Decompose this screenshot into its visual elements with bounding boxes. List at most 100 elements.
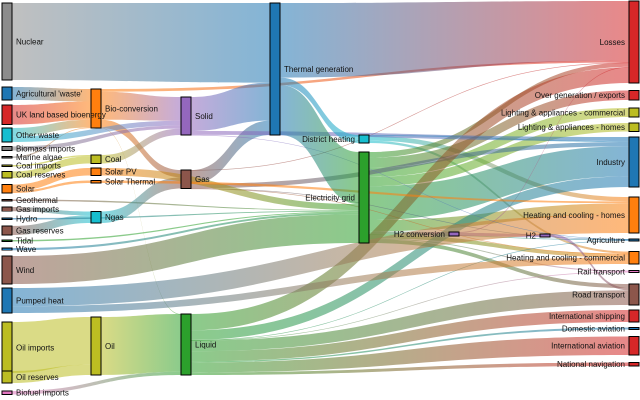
link-liquid-to-domestic-aviation (191, 327, 629, 363)
link-marine-algae-to-bio-conversion (12, 127, 91, 158)
node-marine-algae[interactable] (1, 156, 13, 159)
link-gas-reserves-to-ngas (12, 215, 91, 235)
node-geothermal[interactable] (1, 199, 13, 202)
node-label-h2-conversion: H2 conversion (394, 230, 445, 239)
node-other-waste[interactable] (1, 127, 13, 143)
link-thermal-generation-to-losses (280, 1, 629, 78)
node-label-domestic-aviation: Domestic aviation (562, 324, 625, 333)
node-rail-transport[interactable] (628, 270, 640, 273)
node-label-agriculture: Agriculture (587, 236, 626, 245)
node-electricity-grid[interactable] (358, 151, 370, 244)
link-electricity-grid-to-rail-transport (369, 238, 629, 272)
link-wind-to-electricity-grid (12, 214, 359, 284)
link-solar-pv-to-electricity-grid (101, 168, 359, 211)
link-tidal-to-electricity-grid (12, 211, 359, 242)
link-solid-to-agriculture (191, 134, 629, 240)
node-international-aviation[interactable] (628, 336, 640, 356)
node-district-heating[interactable] (358, 134, 370, 144)
link-oil-reserves-to-oil (12, 364, 91, 383)
link-electricity-grid-to-lighting-appliances-homes (369, 123, 629, 187)
node-label-oil-reserves: Oil reserves (16, 373, 59, 382)
node-industry[interactable] (628, 136, 640, 188)
node-label-agricultural-waste: Agricultural 'waste' (16, 89, 83, 98)
node-coal-reserves[interactable] (1, 171, 13, 179)
node-solar-thermal[interactable] (90, 180, 102, 184)
link-biofuel-imports-to-liquid (12, 371, 181, 395)
node-label-solar-thermal: Solar Thermal (105, 178, 155, 187)
node-solar-pv[interactable] (90, 167, 102, 176)
node-thermal-generation[interactable] (269, 2, 281, 136)
node-label-biofuel-imports: Biofuel imports (16, 389, 69, 398)
node-solid[interactable] (180, 96, 192, 136)
node-wind[interactable] (1, 255, 13, 285)
link-gas-to-losses (191, 62, 629, 171)
node-agriculture[interactable] (628, 238, 640, 242)
node-international-shipping[interactable] (628, 309, 640, 323)
node-label-wave: Wave (16, 245, 37, 254)
node-domestic-aviation[interactable] (628, 327, 640, 330)
link-bio-conversion-to-losses (101, 60, 629, 92)
link-thermal-generation-to-electricity-grid (280, 85, 359, 205)
node-uk-land-based-bioenergy[interactable] (1, 104, 13, 125)
node-label-ngas: Ngas (105, 213, 124, 222)
node-oil[interactable] (90, 316, 102, 376)
node-label-losses: Losses (600, 38, 625, 47)
node-h2[interactable] (539, 233, 551, 238)
link-gas-to-industry (191, 142, 629, 189)
node-national-navigation[interactable] (628, 362, 640, 367)
node-tidal[interactable] (1, 239, 13, 242)
link-h2-conversion-to-losses (459, 66, 629, 233)
link-biomass-imports-to-solid (12, 125, 181, 151)
node-agricultural-waste[interactable] (1, 86, 13, 101)
node-solar[interactable] (1, 184, 13, 194)
node-bio-conversion[interactable] (90, 88, 102, 129)
link-electricity-grid-to-lighting-appliances-commercial (369, 108, 629, 177)
node-label-rail-transport: Rail transport (577, 267, 625, 276)
link-electricity-grid-to-industry (369, 146, 629, 221)
node-gas[interactable] (180, 169, 192, 189)
node-label-marine-algae: Marine algae (16, 153, 63, 162)
link-bio-conversion-to-liquid (101, 127, 181, 315)
link-agricultural-waste-to-bio-conversion (12, 87, 91, 102)
node-label-gas-imports: Gas imports (16, 205, 59, 214)
node-coal-imports[interactable] (1, 164, 13, 168)
node-oil-reserves[interactable] (1, 370, 13, 384)
node-label-nuclear: Nuclear (16, 37, 44, 46)
node-label-thermal-generation: Thermal generation (284, 65, 353, 74)
node-ngas[interactable] (90, 211, 102, 224)
links-layer (12, 1, 629, 395)
node-label-international-shipping: International shipping (549, 312, 625, 321)
link-pumped-heat-to-heating-and-cooling-homes (12, 214, 629, 307)
node-label-solar-pv: Solar PV (105, 168, 137, 177)
node-label-other-waste: Other waste (16, 131, 60, 140)
node-over-generation-exports[interactable] (628, 90, 640, 101)
node-heating-and-cooling-commercial[interactable] (628, 251, 640, 265)
node-oil-imports[interactable] (1, 321, 13, 374)
node-losses[interactable] (628, 0, 640, 84)
link-oil-imports-to-oil (12, 317, 91, 373)
link-gas-to-thermal-generation (191, 120, 270, 184)
node-road-transport[interactable] (628, 283, 640, 306)
node-lighting-appliances-commercial[interactable] (628, 107, 640, 118)
node-coal[interactable] (90, 154, 102, 164)
link-coal-imports-to-coal (12, 155, 91, 167)
node-h2-conversion[interactable] (448, 231, 460, 237)
node-gas-reserves[interactable] (1, 225, 13, 236)
node-biofuel-imports[interactable] (1, 390, 13, 395)
node-heating-and-cooling-homes[interactable] (628, 196, 640, 234)
node-nuclear[interactable] (1, 2, 13, 81)
link-solar-to-solar-pv (12, 168, 91, 191)
node-hydro[interactable] (1, 217, 13, 220)
link-pumped-heat-to-heating-and-cooling-commercial (12, 257, 629, 313)
node-wave[interactable] (1, 247, 13, 251)
link-uk-land-based-bioenergy-to-bio-conversion (12, 101, 91, 125)
node-biomass-imports[interactable] (1, 146, 13, 151)
node-label-coal-reserves: Coal reserves (16, 171, 65, 180)
node-label-hydro: Hydro (16, 215, 38, 224)
node-liquid[interactable] (180, 313, 192, 376)
link-liquid-to-international-shipping (191, 310, 629, 362)
node-gas-imports[interactable] (1, 206, 13, 212)
node-pumped-heat[interactable] (1, 287, 13, 314)
node-lighting-appliances-homes[interactable] (628, 122, 640, 132)
